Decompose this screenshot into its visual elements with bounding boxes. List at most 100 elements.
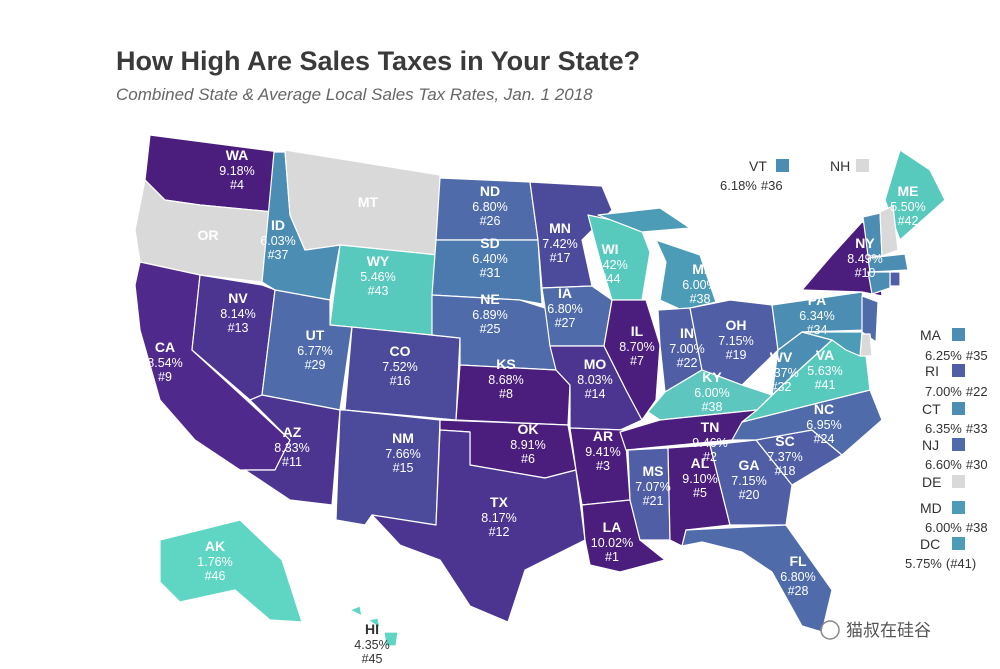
state-rate: 7.42% xyxy=(542,237,577,251)
callout-abbr: CT xyxy=(922,401,941,417)
callout-swatch xyxy=(856,159,869,172)
state-rank: #41 xyxy=(815,378,836,392)
state-shape xyxy=(861,295,879,343)
callout-swatch xyxy=(952,475,965,488)
state-abbr: WY xyxy=(367,253,390,269)
state-abbr: NE xyxy=(480,291,499,307)
watermark: 猫叔在硅谷 xyxy=(846,621,931,640)
state-abbr: TN xyxy=(701,419,720,435)
state-abbr: HI xyxy=(365,621,379,637)
callout-line: 5.75% (#41) xyxy=(905,556,976,571)
state-rank: #2 xyxy=(703,450,717,464)
callout-abbr: MD xyxy=(920,500,942,516)
state-abbr: AL xyxy=(691,455,710,471)
state-abbr: WA xyxy=(226,147,249,163)
state-rank: #44 xyxy=(600,272,621,286)
state-abbr: SC xyxy=(775,433,794,449)
state-abbr: WI xyxy=(601,241,618,257)
state-abbr: AZ xyxy=(283,424,302,440)
callout-swatch xyxy=(952,438,965,451)
state-rank: #27 xyxy=(555,316,576,330)
state-shape xyxy=(541,285,613,347)
state-abbr: OR xyxy=(198,227,219,243)
state-rate: 4.35% xyxy=(354,638,389,652)
state-rate: 8.49% xyxy=(847,252,882,266)
state-abbr: MT xyxy=(358,194,379,210)
state-rate: 6.80% xyxy=(472,200,507,214)
state-rate: 6.34% xyxy=(799,309,834,323)
state-rank: #8 xyxy=(499,387,513,401)
state-shape xyxy=(597,207,691,233)
state-rank: #45 xyxy=(362,652,383,666)
state-abbr: ID xyxy=(271,217,285,233)
callout-line: 6.00% #38 xyxy=(925,520,988,535)
callout-line: 6.35% #33 xyxy=(925,421,988,436)
state-rank: #34 xyxy=(807,323,828,337)
state-shape xyxy=(771,291,869,351)
state-shape xyxy=(431,239,543,305)
callout-abbr: DE xyxy=(922,474,941,490)
state-rate: 7.00% xyxy=(669,342,704,356)
state-abbr: AK xyxy=(205,538,225,554)
state-rank: #19 xyxy=(726,348,747,362)
state-shape xyxy=(455,364,571,426)
state-rate: 10.02% xyxy=(591,536,633,550)
state-rank: #1 xyxy=(605,550,619,564)
state-abbr: WV xyxy=(770,349,793,365)
state-rate: 1.76% xyxy=(197,555,232,569)
state-rate: 7.52% xyxy=(382,360,417,374)
state-abbr: FL xyxy=(789,553,807,569)
state-rate: 8.17% xyxy=(481,511,516,525)
state-shape xyxy=(884,149,946,241)
state-abbr: NV xyxy=(228,290,248,306)
state-abbr: NM xyxy=(392,430,414,446)
callout-line: 6.18% #36 xyxy=(720,178,783,193)
state-rate: 6.89% xyxy=(472,308,507,322)
state-abbr: KS xyxy=(496,356,515,372)
state-rank: #12 xyxy=(489,525,510,539)
state-abbr: MI xyxy=(692,261,708,277)
state-shape xyxy=(709,439,793,526)
subtitle: Combined State & Average Local Sales Tax… xyxy=(116,85,593,104)
state-abbr: AR xyxy=(593,428,613,444)
state-abbr: CO xyxy=(390,343,411,359)
state-shape xyxy=(529,181,613,289)
state-rate: 5.50% xyxy=(890,200,925,214)
state-rank: #15 xyxy=(393,461,414,475)
state-rate: 7.07% xyxy=(635,480,670,494)
state-rate: 8.03% xyxy=(577,373,612,387)
state-shape xyxy=(627,447,671,541)
state-labels: WA9.18%#4ORCA8.54%#9NV8.14%#13ID6.03%#37… xyxy=(147,147,925,666)
state-rate: 8.54% xyxy=(147,356,182,370)
state-abbr: TX xyxy=(490,494,509,510)
state-abbr: NC xyxy=(814,401,834,417)
state-rate: 8.33% xyxy=(274,441,309,455)
state-abbr: UT xyxy=(306,327,325,343)
state-rate: 7.15% xyxy=(718,334,753,348)
state-abbr: OH xyxy=(726,317,747,333)
state-rate: 8.70% xyxy=(619,340,654,354)
state-shape xyxy=(383,631,399,647)
callout-rate: 6.35% xyxy=(925,421,962,436)
callout-swatch xyxy=(952,328,965,341)
state-shape xyxy=(731,389,883,456)
state-abbr: SD xyxy=(480,235,499,251)
state-rate: 9.46% xyxy=(692,436,727,450)
watermark-icon xyxy=(820,620,840,640)
state-rank: #7 xyxy=(630,354,644,368)
state-rate: 9.10% xyxy=(682,472,717,486)
callout-rank: #36 xyxy=(761,178,783,193)
state-rate: 7.66% xyxy=(385,447,420,461)
state-rank: #32 xyxy=(771,380,792,394)
callout-rate: 6.18% xyxy=(720,178,757,193)
state-abbr: KY xyxy=(702,369,722,385)
callout-rank: #38 xyxy=(966,520,988,535)
state-rate: 9.18% xyxy=(219,164,254,178)
states xyxy=(134,134,946,647)
state-rank: #24 xyxy=(814,432,835,446)
state-shape xyxy=(867,271,891,295)
callout-rate: 6.60% xyxy=(925,457,962,472)
state-rank: #38 xyxy=(702,400,723,414)
state-shape xyxy=(371,429,586,623)
